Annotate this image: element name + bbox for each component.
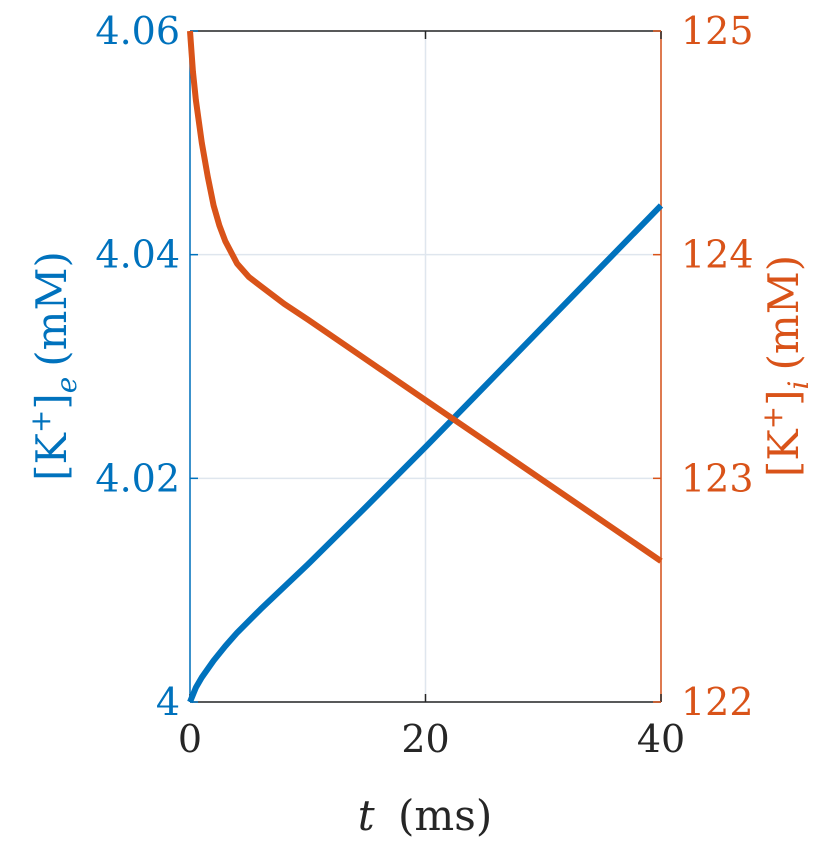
series-layer	[187, 30, 664, 704]
y-right-tick-label: 123	[681, 456, 754, 500]
y-left-title-open: [K	[27, 432, 76, 481]
x-axis-title: t (ms)	[358, 791, 492, 840]
x-tick-label: 40	[637, 717, 685, 761]
y-right-title-sub: i	[782, 381, 815, 390]
y-right-title-sup: +	[756, 406, 789, 429]
x-tick-label: 20	[401, 717, 449, 761]
tick-labels: 0 20 40 4 4.02 4.04 4.06 122 123 124 125	[95, 9, 753, 761]
y-right-title-open: [K	[759, 428, 808, 477]
series-line-k-intracellular	[187, 30, 663, 564]
y-right-tick-label: 122	[681, 680, 754, 724]
y-axis-left-title: [K+]e (mM)	[24, 251, 83, 481]
y-right-tick-label: 125	[681, 9, 754, 53]
y-left-tick-label: 4.04	[95, 233, 180, 277]
x-axis-title-var: t	[358, 791, 375, 840]
x-axis-title-unit: (ms)	[398, 791, 492, 840]
y-left-tick-label: 4	[156, 680, 180, 724]
y-left-title-sub: e	[50, 377, 83, 394]
y-left-title-close: ]	[27, 393, 76, 409]
x-tick-label: 0	[178, 717, 202, 761]
y-axis-right-title: [K+]i (mM)	[756, 255, 815, 477]
series-line-k-extracellular	[187, 203, 664, 704]
y-left-tick-label: 4.06	[95, 9, 180, 53]
y-left-title-sup: +	[24, 410, 57, 433]
y-right-title-close: ]	[759, 389, 808, 405]
y-right-title-unit: (mM)	[759, 255, 808, 371]
y-left-tick-label: 4.02	[95, 456, 180, 500]
y-right-tick-label: 124	[681, 233, 754, 277]
grid-lines	[189, 30, 662, 703]
y-left-title-unit: (mM)	[27, 251, 76, 367]
